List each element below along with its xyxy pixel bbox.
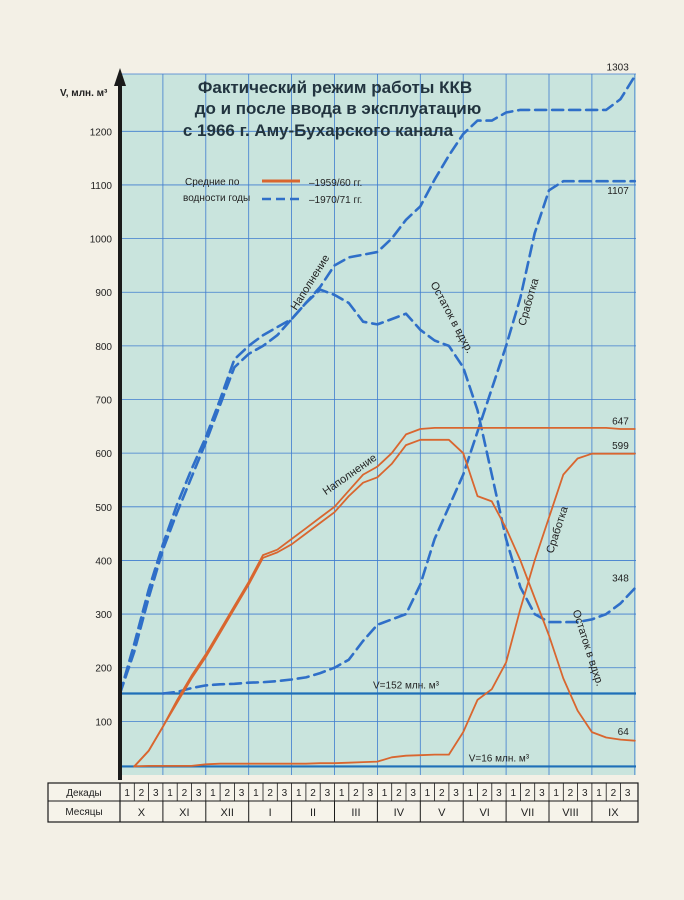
y-tick-200: 200 <box>95 664 112 675</box>
y-tick-700: 700 <box>95 396 112 407</box>
chart-title: Фактический режим работы ККВ до и после … <box>183 78 481 140</box>
month-label-10: VII <box>521 807 534 819</box>
y-axis-label: V, млн. м³ <box>60 88 108 99</box>
vertical-gridlines <box>162 74 636 775</box>
decade-number: 2 <box>525 788 531 799</box>
table-decades-label: Декады <box>66 788 102 799</box>
decade-number: 3 <box>367 788 373 799</box>
series-line-1 <box>118 74 637 695</box>
y-tick-1200: 1200 <box>90 127 113 138</box>
legend-caption-line2: водности годы <box>183 193 250 204</box>
end-value-1303: 1303 <box>607 62 630 73</box>
title-line-2: до и после ввода в эксплуатацию <box>195 99 482 118</box>
month-label-6: III <box>351 807 360 819</box>
end-value-647: 647 <box>612 416 629 427</box>
series-line-3 <box>161 179 637 695</box>
y-tick-800: 800 <box>95 342 112 353</box>
decade-number: 3 <box>325 788 331 799</box>
decade-number: 3 <box>539 788 545 799</box>
decade-number: 2 <box>396 788 402 799</box>
decade-number: 2 <box>267 788 273 799</box>
month-label-3: XII <box>221 807 234 819</box>
end-value-599: 599 <box>612 441 629 452</box>
series-line-5 <box>133 438 636 768</box>
decade-number: 3 <box>453 788 459 799</box>
decade-number: 2 <box>482 788 488 799</box>
y-tick-400: 400 <box>95 556 112 567</box>
decade-number: 2 <box>353 788 359 799</box>
y-axis-arrow <box>114 68 126 86</box>
table-months-label: Месяцы <box>65 807 102 818</box>
legend: Средние по водности годы –1959/60 гг. –1… <box>183 177 362 206</box>
legend-caption-line1: Средние по <box>185 177 240 188</box>
decade-number: 2 <box>310 788 316 799</box>
decade-number: 3 <box>239 788 245 799</box>
decade-number: 1 <box>510 788 516 799</box>
month-label-12: IX <box>608 807 619 819</box>
month-label-7: IV <box>394 807 405 819</box>
decade-number: 2 <box>611 788 617 799</box>
series-line-4 <box>133 426 636 768</box>
y-tick-300: 300 <box>95 610 112 621</box>
decade-number: 2 <box>139 788 145 799</box>
month-label-1: X <box>138 807 146 819</box>
decade-number: 1 <box>425 788 431 799</box>
table-frame <box>47 782 639 823</box>
decade-number: 2 <box>182 788 188 799</box>
month-label-2: XI <box>179 807 189 819</box>
decade-number: 1 <box>596 788 602 799</box>
decade-number: 2 <box>224 788 230 799</box>
decade-number: 1 <box>339 788 345 799</box>
title-line-3: с 1966 г. Аму-Бухарского канала <box>183 121 454 140</box>
month-label-5: II <box>310 807 316 819</box>
decade-number: 1 <box>210 788 216 799</box>
decade-number: 3 <box>410 788 416 799</box>
y-tick-100: 100 <box>95 717 112 728</box>
legend-label-1959: –1959/60 гг. <box>309 178 362 189</box>
y-tick-1100: 1100 <box>90 181 112 192</box>
end-value-1107: 1107 <box>607 186 629 197</box>
decade-number: 1 <box>468 788 474 799</box>
series-lines <box>118 74 637 768</box>
decade-number: 1 <box>296 788 302 799</box>
y-tick-900: 900 <box>95 288 112 299</box>
title-line-1: Фактический режим работы ККВ <box>198 78 472 97</box>
decade-number: 3 <box>582 788 588 799</box>
decade-number: 3 <box>282 788 288 799</box>
series-line-6 <box>133 452 636 768</box>
month-label-8: V <box>438 807 446 819</box>
decade-number: 1 <box>167 788 173 799</box>
month-label-4: I <box>269 807 272 819</box>
decade-number: 3 <box>496 788 502 799</box>
series-line-2 <box>118 288 637 695</box>
y-tick-labels: 100 200 300 400 500 600 700 800 900 1000 1100 1200 <box>90 127 113 728</box>
y-tick-500: 500 <box>95 503 112 514</box>
reference-lines: V=152 млн. м³ V=16 млн. м³ <box>120 680 636 768</box>
decade-number: 3 <box>625 788 631 799</box>
legend-label-1970: –1970/71 гг. <box>309 195 362 206</box>
month-label-11: VIII <box>562 807 579 819</box>
decade-number: 1 <box>553 788 559 799</box>
decade-number: 3 <box>153 788 159 799</box>
decade-number: 3 <box>196 788 202 799</box>
y-tick-600: 600 <box>95 449 112 460</box>
reference-label-16: V=16 млн. м³ <box>469 753 530 764</box>
month-label-9: VI <box>479 807 489 819</box>
decade-number: 1 <box>382 788 388 799</box>
decade-number: 2 <box>568 788 574 799</box>
decade-number: 2 <box>439 788 445 799</box>
end-value-348: 348 <box>612 574 629 585</box>
decade-number: 1 <box>253 788 259 799</box>
reference-label-152: V=152 млн. м³ <box>373 680 440 691</box>
y-tick-1000: 1000 <box>90 235 113 246</box>
end-value-64: 64 <box>618 727 630 738</box>
decade-number: 1 <box>124 788 130 799</box>
